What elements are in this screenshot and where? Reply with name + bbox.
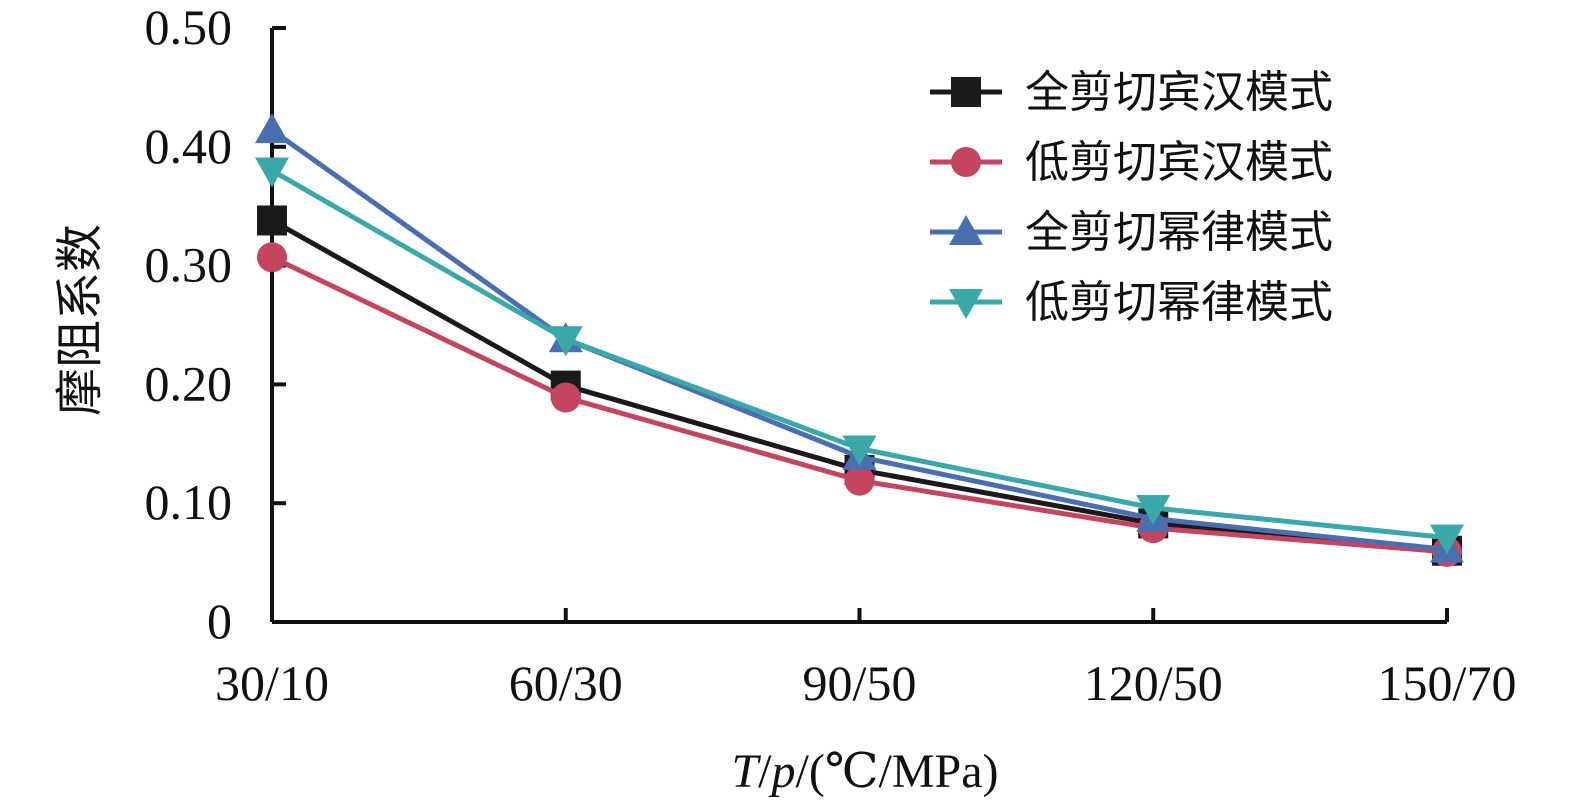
data-point	[548, 326, 583, 357]
legend-label: 全剪切宾汉模式	[1025, 67, 1333, 118]
legend-label: 低剪切幂律模式	[1025, 277, 1333, 328]
x-tick-label: 120/50	[1084, 655, 1223, 711]
data-point	[255, 157, 289, 188]
x-axis-var-t: T	[731, 745, 761, 798]
y-tick-label: 0.10	[145, 474, 233, 530]
series-4	[255, 157, 1464, 555]
x-axis-title: T/p/(℃/MPa)	[731, 745, 998, 798]
legend-marker	[951, 147, 981, 177]
data-point	[1430, 524, 1464, 555]
legend-item: 低剪切宾汉模式	[930, 137, 1333, 188]
series-1	[257, 205, 1462, 566]
legend-label: 全剪切幂律模式	[1025, 207, 1333, 258]
x-axis-units: /(℃/MPa)	[796, 745, 999, 798]
data-point	[255, 113, 289, 144]
legend-item: 全剪切幂律模式	[930, 207, 1333, 258]
legend-item: 低剪切幂律模式	[930, 277, 1333, 328]
legend-marker	[951, 77, 981, 107]
data-point	[257, 205, 287, 236]
data-point	[550, 382, 581, 413]
legend-marker	[949, 215, 983, 245]
legend-label: 低剪切宾汉模式	[1025, 137, 1333, 188]
data-point	[842, 435, 877, 466]
y-tick-label: 0.50	[145, 0, 233, 55]
y-tick-label: 0.20	[145, 355, 233, 411]
y-axis-title: 摩阻系数	[52, 224, 108, 416]
legend-marker	[949, 289, 983, 319]
x-axis-sep: /	[758, 745, 772, 798]
x-tick-label: 60/30	[509, 655, 623, 711]
x-tick-label: 90/50	[803, 655, 917, 711]
data-point	[257, 242, 287, 273]
data-point	[1136, 494, 1171, 525]
legend-item: 全剪切宾汉模式	[930, 67, 1333, 118]
data-point	[844, 465, 875, 496]
y-tick-label: 0.40	[145, 118, 233, 174]
x-axis-var-p: p	[769, 745, 796, 798]
y-tick-label: 0	[207, 593, 232, 649]
axes: 0 0.10 0.20 0.30 0.40 0.50 30/10 60/30 90/50 120/…	[145, 0, 1517, 711]
series-layer	[255, 113, 1464, 567]
x-tick-label: 30/10	[215, 655, 329, 711]
x-tick-label: 150/70	[1378, 655, 1517, 711]
y-tick-label: 0.30	[145, 237, 233, 293]
